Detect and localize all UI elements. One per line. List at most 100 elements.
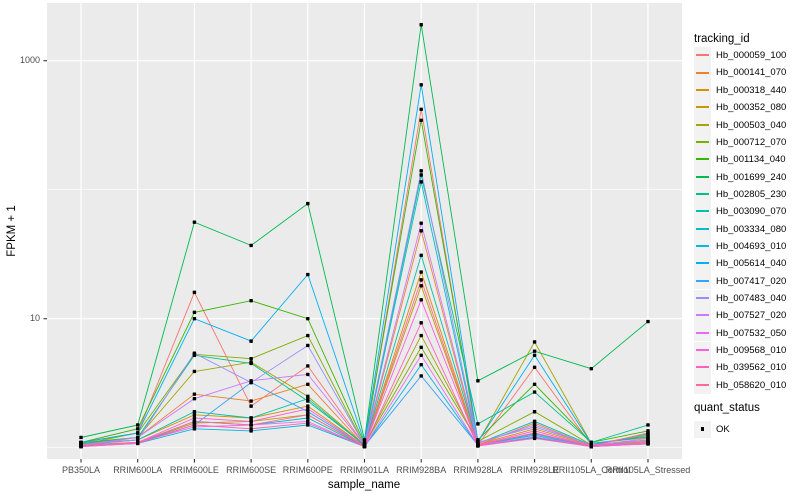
legend-item-label: Hb_039562_010 <box>716 362 787 374</box>
legend-item-label: Hb_000059_100 <box>716 50 787 62</box>
data-point <box>646 431 650 435</box>
legend-item: Hb_007527_020 <box>690 306 800 325</box>
data-point <box>419 353 423 358</box>
legend-item-label: Hb_001699_240 <box>716 171 787 183</box>
legend-color-line <box>696 106 709 109</box>
x-tick-label: RRIM600LA <box>113 465 163 475</box>
data-point <box>192 423 197 427</box>
x-tick-label: RRII105LA_Control <box>552 465 631 475</box>
data-point <box>306 407 310 411</box>
legend-item-label: Hb_007532_050 <box>716 327 787 339</box>
legend-item-label: Hb_002805_230 <box>716 188 787 200</box>
data-point <box>532 390 537 394</box>
legend-color-line <box>696 297 709 300</box>
data-point <box>646 423 650 427</box>
data-point <box>306 364 310 368</box>
data-point <box>192 310 197 315</box>
y-tick-label: 10 <box>29 313 40 324</box>
data-point <box>532 353 537 358</box>
legend-item-label: Hb_009568_010 <box>716 345 787 357</box>
data-point <box>419 374 423 378</box>
legend-item-label: Hb_000712_070 <box>716 136 787 148</box>
data-point <box>419 362 423 367</box>
legend-color-line <box>696 262 709 265</box>
x-tick-label: RRIM928BA <box>396 465 447 475</box>
legend-color-line <box>696 71 709 74</box>
data-point <box>646 436 650 441</box>
data-point <box>419 333 423 338</box>
data-point <box>249 419 253 424</box>
legend-color-line <box>696 349 709 352</box>
legend-item: Hb_000352_080 <box>690 98 800 116</box>
legend-item-label: Hb_001134_040 <box>716 154 786 166</box>
y-tick-label: 1000 <box>19 55 40 66</box>
data-point <box>249 243 253 248</box>
data-point <box>192 392 197 396</box>
legend-key <box>694 116 712 134</box>
legend-item: Hb_007532_050 <box>690 324 800 342</box>
legend-key <box>694 81 712 99</box>
legend-item: Hb_001699_240 <box>690 168 800 186</box>
legend-key <box>694 306 712 325</box>
data-point <box>532 423 537 427</box>
data-point <box>419 298 423 302</box>
legend-color-line <box>696 279 709 282</box>
legend-key <box>694 341 712 359</box>
legend-key <box>694 220 712 238</box>
data-point <box>532 382 537 387</box>
square-point-icon <box>700 427 705 431</box>
legend-key <box>694 254 712 273</box>
legend-key <box>694 185 712 203</box>
data-point <box>419 221 423 225</box>
x-tick-label: RRII105LA_Stressed <box>605 465 691 475</box>
legend-color-line <box>696 314 709 317</box>
data-point <box>419 284 423 288</box>
legend-item: Hb_003334_080 <box>690 220 800 238</box>
x-tick-label: RRIM928LA <box>453 465 503 475</box>
data-point <box>306 416 310 420</box>
data-point <box>306 410 310 414</box>
data-point <box>249 379 253 383</box>
data-point <box>532 431 537 435</box>
x-tick-label: RRIM928LE <box>510 465 560 475</box>
legend-item-ok: OK <box>690 420 800 438</box>
legend-color-line <box>696 158 709 161</box>
data-point <box>419 321 423 325</box>
data-point <box>192 351 197 355</box>
legend-color-line <box>696 192 709 195</box>
data-point <box>306 201 310 206</box>
data-point <box>249 416 253 420</box>
data-point <box>192 220 197 224</box>
legend-title-quant-status: quant_status <box>694 402 760 414</box>
data-point <box>79 443 83 447</box>
legend-item: Hb_000503_040 <box>690 116 800 134</box>
legend-item-label: Hb_005614_040 <box>716 258 787 270</box>
legend-key <box>694 98 712 116</box>
legend-item: Hb_004693_010 <box>690 237 800 255</box>
data-point <box>306 333 310 338</box>
legend-key <box>694 46 712 64</box>
data-point <box>249 399 253 403</box>
data-point <box>249 356 253 361</box>
legend-item-label: Hb_007527_020 <box>716 310 787 322</box>
data-point <box>532 340 537 344</box>
legend-key <box>694 202 712 221</box>
legend-item-label: Hb_000141_070 <box>716 67 787 79</box>
data-point <box>192 369 197 374</box>
legend-item-label: Hb_007417_020 <box>716 275 787 287</box>
legend-item-label: Hb_004693_010 <box>716 240 787 252</box>
data-point <box>249 427 253 431</box>
data-point <box>249 339 253 343</box>
data-point <box>136 435 140 440</box>
legend-color-line <box>696 366 709 369</box>
data-point <box>136 440 140 445</box>
legend-key <box>694 272 712 290</box>
data-point <box>362 440 367 445</box>
legend-item: Hb_000141_070 <box>690 63 800 82</box>
data-point <box>589 366 593 371</box>
data-point <box>419 173 423 177</box>
legend-title-tracking-id: tracking_id <box>694 33 750 45</box>
legend-item: Hb_001134_040 <box>690 150 800 168</box>
data-point <box>192 396 197 401</box>
